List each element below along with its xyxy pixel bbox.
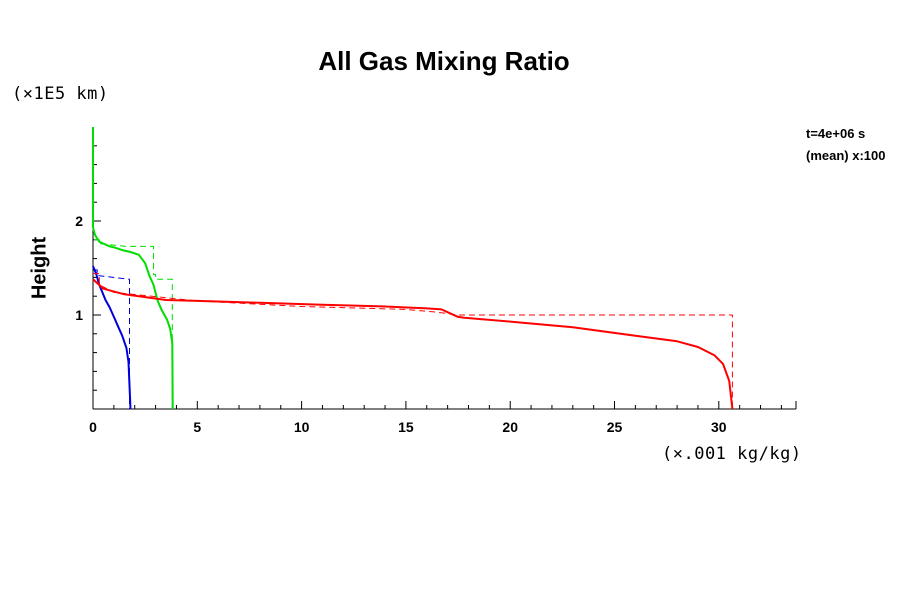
y-tick-label: 2 xyxy=(75,213,83,229)
series-line-2 xyxy=(94,239,173,409)
series-group xyxy=(92,127,734,410)
y-axis-unit: (×1E5 km) xyxy=(12,84,109,104)
series-line-3 xyxy=(92,265,132,410)
series-line-6 xyxy=(93,273,733,409)
axes: 0 5 10 15 20 25 30 1 2 xyxy=(75,127,797,435)
series-line-4 xyxy=(94,269,130,409)
x-tick-label: 15 xyxy=(398,419,414,435)
x-tick-label: 0 xyxy=(89,419,97,435)
mean-annotation: (mean) x:100 xyxy=(806,148,886,163)
y-tick-label: 1 xyxy=(75,307,83,323)
time-annotation: t=4e+06 s xyxy=(806,126,866,141)
series-line-5 xyxy=(92,278,734,410)
x-tick-label: 30 xyxy=(711,419,727,435)
x-tick-label: 5 xyxy=(193,419,201,435)
x-tick-label: 10 xyxy=(294,419,310,435)
x-axis-unit: (×.001 kg/kg) xyxy=(662,444,802,464)
chart-title: All Gas Mixing Ratio xyxy=(318,46,570,76)
series-line-1 xyxy=(92,127,174,410)
x-tick-label: 20 xyxy=(502,419,518,435)
x-tick-label: 25 xyxy=(607,419,623,435)
